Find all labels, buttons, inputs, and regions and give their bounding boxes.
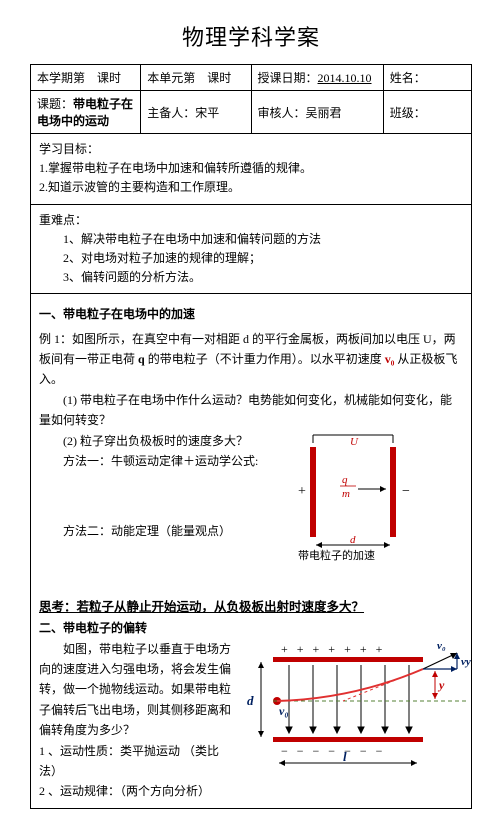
difficulty-2: 2、对电场对粒子加速的规律的理解； — [39, 249, 463, 268]
row2-cell4: 班级： — [383, 91, 471, 134]
svg-text:−: − — [402, 484, 410, 499]
topic-label: 课题： — [37, 97, 73, 111]
svg-text:− − − − − − −: − − − − − − − — [281, 744, 383, 758]
svg-text:U: U — [350, 436, 359, 448]
svg-text:l: l — [343, 749, 347, 764]
r1c4-lab: 姓名： — [390, 71, 426, 85]
objectives-section: 学习目标： 1.掌握带电粒子在电场中加速和偏转所遵循的规律。 2.知道示波管的主… — [30, 134, 472, 205]
acceleration-diagram: U + − q m d 带电粒子的加速 — [268, 431, 438, 561]
method-2: 方法二：动能定理（能量观点） — [39, 521, 259, 541]
part2-title: 二、带电粒子的偏转 — [39, 618, 463, 638]
svg-text:q: q — [342, 474, 348, 486]
ex1-q: q — [138, 352, 145, 366]
ex1-post: 的带电粒子（不计重力作用）。以水平初速度 — [145, 352, 385, 366]
deflection-diagram: + + + + + + + − − − − − − − — [243, 639, 473, 769]
svg-text:+ + + + + + +: + + + + + + + — [281, 642, 383, 656]
r1c3-val: 2014.10.10 — [318, 71, 372, 85]
page-title: 物理学科学案 — [30, 20, 472, 52]
r1c3-lab: 授课日期： — [258, 71, 318, 85]
svg-text:y: y — [437, 678, 445, 692]
prep-val: 宋平 — [195, 106, 219, 120]
svg-text:v₀: v₀ — [437, 640, 446, 652]
svg-text:vy: vy — [461, 656, 471, 668]
r1c1-mid: 课时 — [97, 71, 121, 85]
rev-label: 审核人： — [258, 106, 306, 120]
row1-cell3: 授课日期：2014.10.10 — [251, 65, 383, 91]
prep-label: 主备人： — [147, 106, 195, 120]
class-label: 班级： — [390, 106, 426, 120]
difficulty-3: 3、偏转问题的分析方法。 — [39, 268, 463, 287]
r1c2-mid: 课时 — [207, 71, 231, 85]
difficulty-section: 重难点： 1、解决带电粒子在电场中加速和偏转问题的方法 2、对电场对粒子加速的规… — [30, 205, 472, 295]
row2-cell3: 审核人：吴丽君 — [251, 91, 383, 134]
difficulty-heading: 重难点： — [39, 211, 463, 230]
content-section: 一、带电粒子在电场中的加速 例 1：如图所示，在真空中有一对相距 d 的平行金属… — [30, 294, 472, 809]
part2-item1: 1 、运动性质：类平抛运动 （类比法） — [39, 741, 234, 782]
question-1: (1) 带电粒子在电场中作什么运动？电势能如何变化，机械能如何变化，能量如何转变… — [39, 390, 463, 431]
objective-2: 2.知道示波管的主要构造和工作原理。 — [39, 178, 463, 197]
row1-cell1: 本学期第 课时 — [31, 65, 141, 91]
row1-cell2: 本单元第 课时 — [141, 65, 251, 91]
part2-item2: 2 、运动规律：（两个方向分析） — [39, 781, 234, 801]
row2-cell2: 主备人：宋平 — [141, 91, 251, 134]
part1-title: 一、带电粒子在电场中的加速 — [39, 304, 463, 324]
svg-text:+: + — [298, 484, 306, 499]
method-1: 方法一：牛顿运动定律＋运动学公式: — [39, 451, 259, 471]
r1c1-pre: 本学期第 — [37, 71, 85, 85]
r1c2-pre: 本单元第 — [147, 71, 195, 85]
difficulty-1: 1、解决带电粒子在电场中加速和偏转问题的方法 — [39, 230, 463, 249]
svg-text:m: m — [342, 488, 350, 500]
think-question: 思考：若粒子从静止开始运动，从负极板出射时速度多大？ — [39, 597, 463, 618]
svg-text:d: d — [247, 693, 254, 708]
header-table: 本学期第 课时 本单元第 课时 授课日期：2014.10.10 姓名： 课题：带… — [30, 64, 472, 134]
rev-val: 吴丽君 — [306, 106, 342, 120]
objectives-heading: 学习目标： — [39, 140, 463, 159]
objective-1: 1.掌握带电粒子在电场中加速和偏转所遵循的规律。 — [39, 159, 463, 178]
example1-text: 例 1：如图所示，在真空中有一对相距 d 的平行金属板，两板间加以电压 U，两板… — [39, 329, 463, 390]
svg-text:v₀: v₀ — [279, 704, 289, 718]
question-2: (2) 粒子穿出负极板时的速度多大？ — [39, 431, 259, 451]
svg-text:d: d — [350, 534, 356, 546]
part2-para: 如图，带电粒子以垂直于电场方向的速度进入匀强电场，将会发生偏转，做一个抛物线运动… — [39, 639, 234, 741]
row1-cell4: 姓名： — [383, 65, 471, 91]
diagram1-caption: 带电粒子的加速 — [298, 548, 375, 561]
row2-cell1: 课题：带电粒子在电场中的运动 — [31, 91, 141, 134]
ex1-v: v₀ — [385, 352, 395, 366]
